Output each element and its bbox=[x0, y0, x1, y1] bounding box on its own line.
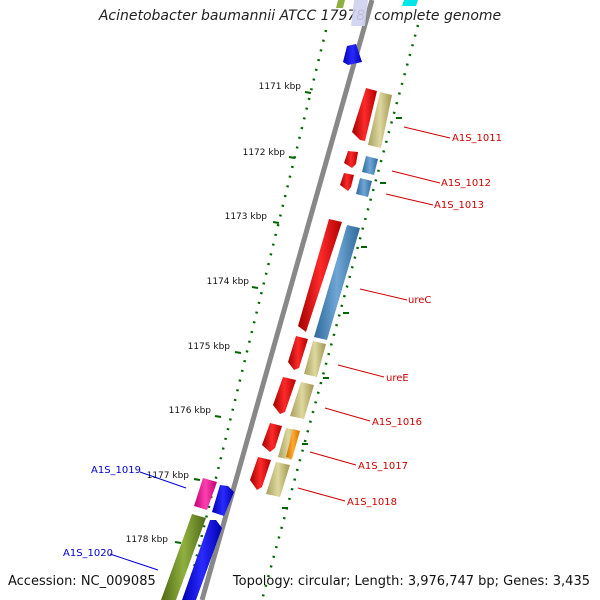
gene-label-a1s-1016[interactable]: A1S_1016 bbox=[372, 417, 422, 428]
accession-label: Accession: NC_009085 bbox=[8, 574, 156, 589]
cds-a1s-1017[interactable] bbox=[262, 423, 282, 452]
cds-feature-top-cyan[interactable] bbox=[402, 0, 418, 6]
cds-feature-top[interactable] bbox=[351, 0, 368, 26]
tick-label: 1171 kbp bbox=[259, 82, 302, 92]
pink-feature-a1s-1019[interactable] bbox=[194, 478, 217, 510]
blast-hit-a1s-1018[interactable] bbox=[266, 462, 290, 497]
gene-label-urec[interactable]: ureC bbox=[408, 295, 431, 306]
topology-label: Topology: circular; Length: 3,976,747 bp… bbox=[232, 574, 590, 589]
tick-label: 1178 kbp bbox=[126, 535, 169, 545]
tick-label: 1174 kbp bbox=[207, 277, 250, 287]
leader-line bbox=[309, 451, 357, 466]
tick-mark bbox=[272, 221, 280, 224]
blast-hit-urec[interactable] bbox=[314, 225, 360, 340]
cds-a1s-1013[interactable] bbox=[340, 173, 354, 191]
tick-mark bbox=[214, 415, 222, 418]
cds-a1s-1012[interactable] bbox=[344, 151, 358, 168]
tick-mark bbox=[288, 156, 296, 159]
map-title: Acinetobacter baumannii ATCC 17978, comp… bbox=[98, 8, 502, 24]
cds-feature-top-green[interactable] bbox=[336, 0, 345, 8]
blast-hit-uree[interactable] bbox=[304, 341, 326, 377]
outer-ticks bbox=[282, 117, 402, 509]
leader-line bbox=[385, 193, 434, 206]
cds-blue-top[interactable] bbox=[343, 44, 362, 65]
blast-hit-a1s-1013[interactable] bbox=[356, 178, 372, 197]
cds-a1s-1011[interactable] bbox=[352, 88, 377, 141]
tick-label: 1175 kbp bbox=[188, 342, 231, 352]
leader-line bbox=[109, 553, 159, 571]
leader-line bbox=[391, 170, 441, 184]
leader-line bbox=[337, 364, 385, 378]
gene-label-a1s-1011[interactable]: A1S_1011 bbox=[452, 133, 502, 144]
leader-line bbox=[403, 126, 451, 139]
cds-a1s-1020[interactable] bbox=[182, 520, 222, 600]
blast-hit-a1s-1011[interactable] bbox=[368, 92, 392, 148]
tick-mark bbox=[174, 541, 182, 544]
leader-line bbox=[324, 407, 371, 422]
blast-hit-a1s-1020[interactable] bbox=[161, 514, 206, 600]
gene-label-uree[interactable]: ureE bbox=[386, 373, 409, 384]
tick-label: 1173 kbp bbox=[225, 212, 268, 222]
tick-mark bbox=[193, 478, 201, 481]
blast-hit-a1s-1016[interactable] bbox=[290, 382, 314, 419]
cds-uree[interactable] bbox=[288, 336, 308, 370]
gene-labels: A1S_1011 A1S_1012 A1S_1013 ureC ureE A1S… bbox=[63, 133, 502, 559]
gene-label-a1s-1012[interactable]: A1S_1012 bbox=[441, 178, 491, 189]
tick-mark bbox=[234, 351, 242, 354]
tick-mark bbox=[304, 91, 312, 94]
cds-urec[interactable] bbox=[298, 219, 342, 332]
tick-label: 1172 kbp bbox=[243, 148, 286, 158]
gene-label-a1s-1020[interactable]: A1S_1020 bbox=[63, 548, 113, 559]
gene-label-a1s-1013[interactable]: A1S_1013 bbox=[434, 200, 484, 211]
blast-hit-a1s-1012[interactable] bbox=[362, 156, 378, 175]
leader-line bbox=[139, 471, 187, 489]
cds-a1s-1016[interactable] bbox=[273, 377, 296, 414]
gene-label-a1s-1018[interactable]: A1S_1018 bbox=[347, 497, 397, 508]
gene-label-a1s-1019[interactable]: A1S_1019 bbox=[91, 465, 141, 476]
leader-line bbox=[297, 487, 346, 502]
leader-line bbox=[359, 288, 408, 301]
scale-ticks: 1171 kbp 1172 kbp 1173 kbp 1174 kbp 1175… bbox=[126, 82, 312, 545]
orange-feature-a1s-1017[interactable] bbox=[286, 429, 300, 459]
tick-label: 1177 kbp bbox=[147, 471, 190, 481]
gene-label-a1s-1017[interactable]: A1S_1017 bbox=[358, 461, 408, 472]
cds-a1s-1019[interactable] bbox=[212, 485, 234, 516]
label-leaders bbox=[109, 126, 451, 571]
cds-a1s-1018[interactable] bbox=[250, 457, 271, 490]
tick-label: 1176 kbp bbox=[169, 406, 212, 416]
tick-mark bbox=[251, 286, 259, 289]
